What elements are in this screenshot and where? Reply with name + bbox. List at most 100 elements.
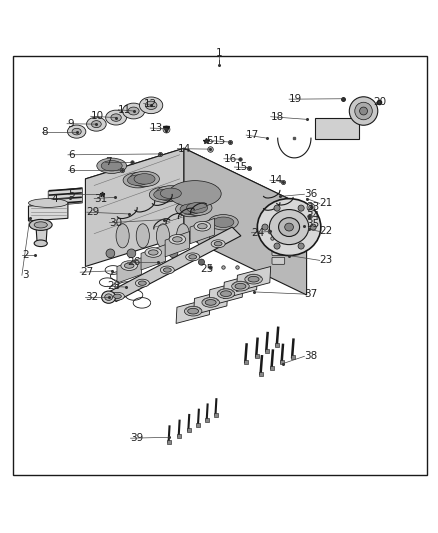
Text: 19: 19 (289, 94, 302, 104)
Text: 38: 38 (304, 351, 318, 361)
Ellipse shape (189, 255, 197, 259)
Ellipse shape (124, 263, 134, 268)
Text: 35: 35 (307, 219, 320, 229)
Text: 13: 13 (150, 123, 163, 133)
Ellipse shape (29, 220, 52, 230)
Ellipse shape (349, 97, 378, 125)
Ellipse shape (105, 294, 113, 301)
Ellipse shape (198, 223, 207, 229)
Ellipse shape (194, 221, 211, 231)
Text: 7: 7 (105, 157, 112, 167)
Text: 36: 36 (304, 189, 318, 199)
Ellipse shape (214, 241, 222, 246)
Text: 15: 15 (213, 136, 226, 146)
Ellipse shape (34, 240, 47, 247)
Ellipse shape (156, 185, 186, 201)
Ellipse shape (160, 266, 174, 274)
Text: 4: 4 (51, 194, 58, 204)
Ellipse shape (121, 261, 138, 270)
Ellipse shape (92, 120, 101, 128)
Ellipse shape (217, 289, 235, 298)
Ellipse shape (221, 291, 231, 296)
Polygon shape (315, 118, 359, 140)
Ellipse shape (232, 281, 249, 291)
Ellipse shape (173, 237, 182, 242)
Ellipse shape (148, 250, 158, 255)
Ellipse shape (127, 175, 148, 185)
Circle shape (298, 243, 304, 249)
Ellipse shape (128, 107, 139, 115)
Ellipse shape (149, 187, 179, 203)
Text: 6: 6 (68, 150, 74, 160)
Text: 2: 2 (22, 249, 28, 260)
Text: 16: 16 (224, 154, 237, 164)
Ellipse shape (205, 300, 216, 305)
Text: 1: 1 (215, 48, 223, 58)
Text: 31: 31 (94, 193, 107, 204)
Ellipse shape (145, 248, 162, 257)
FancyBboxPatch shape (299, 225, 312, 232)
Text: 33: 33 (307, 202, 320, 212)
Text: 24: 24 (251, 228, 265, 238)
Ellipse shape (248, 276, 259, 282)
Ellipse shape (123, 103, 145, 119)
Ellipse shape (97, 158, 127, 173)
Polygon shape (209, 281, 243, 306)
Polygon shape (237, 266, 271, 292)
Polygon shape (28, 203, 68, 221)
Ellipse shape (269, 209, 309, 245)
Ellipse shape (186, 253, 200, 261)
Polygon shape (117, 258, 141, 283)
Ellipse shape (139, 97, 163, 114)
Text: 18: 18 (271, 112, 284, 122)
Ellipse shape (72, 128, 81, 135)
Text: 32: 32 (85, 292, 99, 302)
Ellipse shape (110, 292, 124, 300)
Ellipse shape (116, 224, 129, 248)
Text: 25: 25 (201, 264, 214, 274)
Polygon shape (184, 148, 307, 295)
Ellipse shape (176, 201, 205, 217)
Text: 28: 28 (107, 281, 120, 291)
Ellipse shape (134, 174, 155, 184)
Ellipse shape (285, 223, 293, 231)
Text: 3: 3 (22, 270, 28, 280)
Ellipse shape (355, 102, 372, 120)
Polygon shape (107, 227, 241, 302)
Ellipse shape (208, 215, 238, 230)
Circle shape (310, 224, 316, 230)
Text: 14: 14 (177, 144, 191, 154)
Ellipse shape (136, 224, 149, 248)
Ellipse shape (197, 224, 210, 248)
Ellipse shape (145, 101, 157, 109)
Ellipse shape (245, 274, 262, 284)
Ellipse shape (111, 114, 121, 122)
Ellipse shape (307, 204, 315, 211)
Text: 8: 8 (42, 127, 48, 136)
Text: 5: 5 (207, 136, 213, 146)
Ellipse shape (87, 117, 106, 131)
Text: 29: 29 (87, 207, 100, 217)
FancyBboxPatch shape (272, 257, 285, 264)
Ellipse shape (184, 306, 202, 316)
Ellipse shape (182, 200, 212, 215)
Polygon shape (36, 225, 47, 245)
Text: 11: 11 (118, 104, 131, 115)
Text: 12: 12 (144, 99, 157, 109)
Circle shape (274, 205, 280, 211)
Ellipse shape (211, 240, 225, 248)
Ellipse shape (169, 235, 186, 244)
Circle shape (274, 243, 280, 249)
Polygon shape (165, 231, 190, 257)
Circle shape (262, 224, 268, 230)
Ellipse shape (34, 222, 47, 228)
Circle shape (146, 259, 152, 265)
Ellipse shape (309, 205, 313, 209)
Text: 15: 15 (234, 162, 247, 172)
Ellipse shape (154, 189, 175, 200)
Ellipse shape (156, 224, 170, 248)
Ellipse shape (169, 181, 221, 207)
Polygon shape (190, 219, 215, 244)
Circle shape (169, 249, 178, 258)
Circle shape (172, 259, 178, 265)
